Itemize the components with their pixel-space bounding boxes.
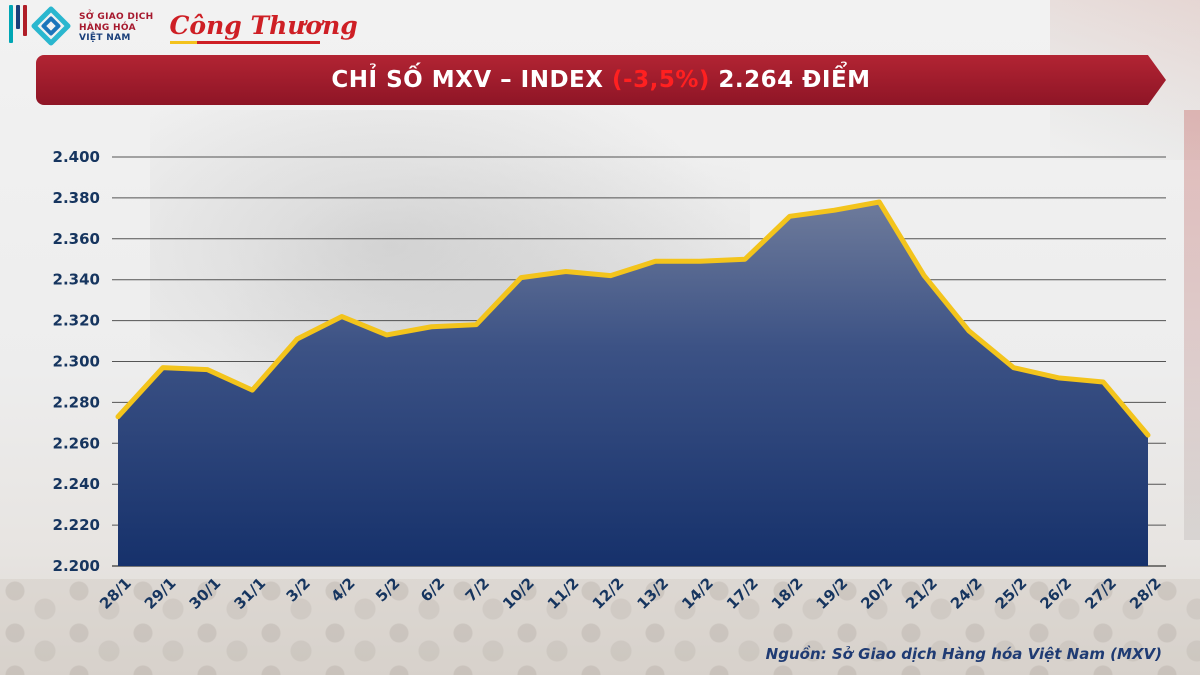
x-tick-label: 24/2: [947, 574, 986, 613]
congthuong-wordmark: Công Thương: [169, 10, 358, 40]
title-change-percent: (-3,5%): [612, 67, 710, 93]
congthuong-logo: Công Thương: [169, 10, 358, 44]
x-tick-label: 11/2: [544, 574, 583, 613]
x-tick-label: 20/2: [857, 574, 896, 613]
area-fill: [118, 201, 1148, 567]
x-tick-label: 29/1: [141, 574, 180, 613]
mxv-logo: SỞ GIAO DỊCH HÀNG HÓA VIỆT NAM: [30, 6, 154, 50]
mxv-logo-line3: VIỆT NAM: [79, 33, 131, 44]
x-tick-label: 31/1: [230, 574, 269, 613]
y-tick-label: 2.320: [53, 312, 100, 330]
x-tick-label: 4/2: [327, 574, 358, 605]
y-tick-label: 2.400: [53, 148, 100, 166]
x-tick-label: 28/1: [96, 574, 135, 613]
congthuong-underline: [169, 40, 320, 44]
title-suffix: 2.264 ĐIỂM: [709, 67, 871, 93]
y-tick-label: 2.340: [53, 271, 100, 289]
teal-strip: [9, 5, 13, 43]
x-tick-label: 30/1: [186, 574, 225, 613]
x-tick-label: 21/2: [902, 574, 941, 613]
x-tick-label: 18/2: [768, 574, 807, 613]
source-attribution: Nguồn: Sở Giao dịch Hàng hóa Việt Nam (M…: [765, 645, 1162, 663]
chart-title: CHỈ SỐ MXV – INDEX (-3,5%) 2.264 ĐIỂM: [331, 67, 870, 93]
mxv-logo-text: SỞ GIAO DỊCH HÀNG HÓA VIỆT NAM: [79, 12, 154, 43]
x-tick-label: 27/2: [1081, 574, 1120, 613]
x-tick-label: 14/2: [678, 574, 717, 613]
x-tick-label: 5/2: [372, 574, 403, 605]
x-tick-label: 10/2: [499, 574, 538, 613]
mxv-diamond-icon: [30, 6, 72, 50]
x-tick-label: 7/2: [462, 574, 493, 605]
x-tick-label: 6/2: [417, 574, 448, 605]
x-tick-label: 12/2: [589, 574, 628, 613]
x-tick-label: 17/2: [723, 574, 762, 613]
mxv-logo-line1: SỞ GIAO DỊCH: [79, 12, 154, 23]
mxv-logo-line2: HÀNG HÓA: [79, 22, 136, 33]
y-tick-label: 2.300: [53, 353, 100, 371]
x-tick-label: 13/2: [633, 574, 672, 613]
title-banner: CHỈ SỐ MXV – INDEX (-3,5%) 2.264 ĐIỂM: [36, 55, 1166, 105]
y-tick-label: 2.200: [53, 557, 100, 575]
header: SỞ GIAO DỊCH HÀNG HÓA VIỆT NAM Công Thươ…: [30, 6, 358, 50]
y-tick-label: 2.360: [53, 230, 100, 248]
navy-strip: [16, 5, 20, 29]
y-tick-label: 2.380: [53, 189, 100, 207]
x-tick-label: 28/2: [1126, 574, 1165, 613]
x-tick-label: 26/2: [1037, 574, 1076, 613]
y-tick-label: 2.220: [53, 516, 100, 534]
x-tick-label: 3/2: [283, 574, 314, 605]
title-prefix: CHỈ SỐ MXV – INDEX: [331, 67, 613, 93]
corner-decoration: [9, 5, 27, 43]
red-strip: [23, 5, 27, 36]
x-tick-label: 19/2: [813, 574, 852, 613]
x-tick-label: 25/2: [992, 574, 1031, 613]
y-tick-label: 2.280: [53, 393, 100, 411]
y-tick-label: 2.240: [53, 475, 100, 493]
y-tick-label: 2.260: [53, 434, 100, 452]
index-line: [115, 199, 1151, 438]
